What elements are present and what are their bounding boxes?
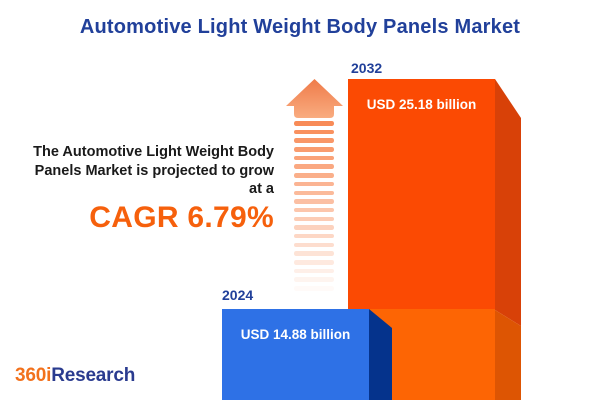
arrow-dash [294, 155, 334, 161]
growth-arrow-dash-trail [294, 121, 334, 295]
arrow-dash [294, 286, 334, 291]
arrow-dash [294, 277, 334, 282]
arrow-dash [294, 251, 334, 256]
bar-2024-side [369, 309, 392, 400]
bar-value-2024: USD 14.88 billion [240, 327, 351, 342]
arrow-dash [294, 121, 334, 126]
arrow-dash [294, 216, 334, 222]
arrow-dash [294, 164, 334, 169]
page-title: Automotive Light Weight Body Panels Mark… [79, 16, 521, 38]
arrow-dash [294, 147, 334, 152]
arrow-dash [294, 207, 334, 213]
projection-text-line1: The Automotive Light Weight Body [33, 144, 274, 160]
projection-text-line2: Panels Market is projected to grow [34, 162, 274, 179]
arrow-dash [294, 173, 334, 178]
arrow-dash [294, 268, 334, 274]
bar-2024-front [222, 309, 369, 400]
arrow-dash [294, 199, 334, 204]
bar-value-2032: USD 25.18 billion [366, 97, 477, 112]
brand-logo-360i: 360i [15, 365, 52, 386]
bar-2032-side-upper [495, 79, 521, 326]
arrow-dash [294, 138, 334, 143]
arrow-dash [294, 225, 334, 230]
arrow-dash [294, 260, 334, 265]
projection-text-line3: at a [249, 181, 274, 197]
arrow-dash [294, 181, 334, 187]
year-label-2032: 2032 [351, 60, 383, 76]
growth-arrow-icon [286, 79, 343, 118]
arrow-dash [294, 129, 334, 135]
bar-2032-front-upper [348, 79, 495, 310]
arrow-dash [294, 242, 334, 248]
year-label-2024: 2024 [222, 287, 254, 303]
arrow-dash [294, 190, 334, 195]
bar-2032-side-lower [495, 310, 521, 400]
brand-logo-research: Research [51, 365, 136, 386]
cagr-value: CAGR 6.79% [89, 201, 274, 234]
projection-text: The Automotive Light Weight Body Panels … [0, 143, 274, 199]
brand-logo: 360iResearch [15, 365, 135, 387]
arrow-dash [294, 233, 334, 239]
